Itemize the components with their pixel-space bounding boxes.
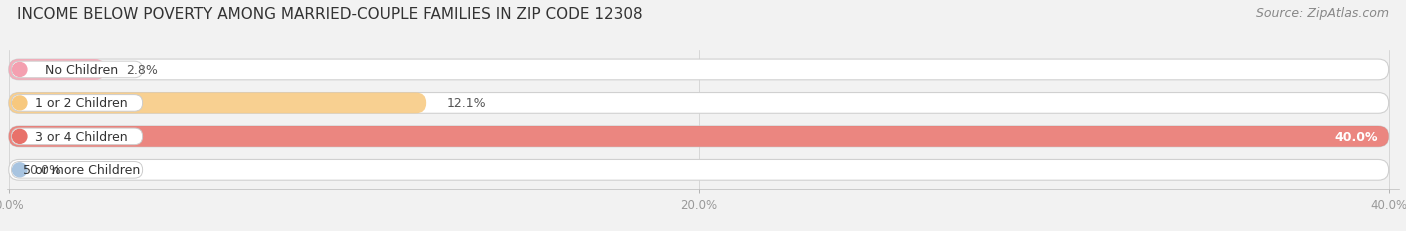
FancyBboxPatch shape: [8, 93, 1389, 114]
Text: 5 or more Children: 5 or more Children: [22, 164, 139, 176]
FancyBboxPatch shape: [8, 93, 426, 114]
FancyBboxPatch shape: [8, 160, 1389, 180]
Text: INCOME BELOW POVERTY AMONG MARRIED-COUPLE FAMILIES IN ZIP CODE 12308: INCOME BELOW POVERTY AMONG MARRIED-COUPL…: [17, 7, 643, 22]
Text: 1 or 2 Children: 1 or 2 Children: [35, 97, 128, 110]
Text: No Children: No Children: [45, 64, 118, 77]
FancyBboxPatch shape: [11, 62, 142, 78]
FancyBboxPatch shape: [8, 60, 1389, 80]
Text: Source: ZipAtlas.com: Source: ZipAtlas.com: [1256, 7, 1389, 20]
Circle shape: [13, 130, 27, 144]
FancyBboxPatch shape: [11, 128, 142, 145]
FancyBboxPatch shape: [11, 95, 142, 112]
FancyBboxPatch shape: [8, 126, 1389, 147]
Text: 12.1%: 12.1%: [447, 97, 486, 110]
FancyBboxPatch shape: [8, 60, 105, 80]
Circle shape: [13, 163, 27, 177]
Text: 3 or 4 Children: 3 or 4 Children: [35, 130, 128, 143]
FancyBboxPatch shape: [11, 162, 142, 178]
Circle shape: [13, 63, 27, 77]
Text: 0.0%: 0.0%: [30, 164, 62, 176]
FancyBboxPatch shape: [8, 126, 1389, 147]
Text: 2.8%: 2.8%: [127, 64, 157, 77]
Circle shape: [13, 97, 27, 110]
Text: 40.0%: 40.0%: [1334, 130, 1378, 143]
